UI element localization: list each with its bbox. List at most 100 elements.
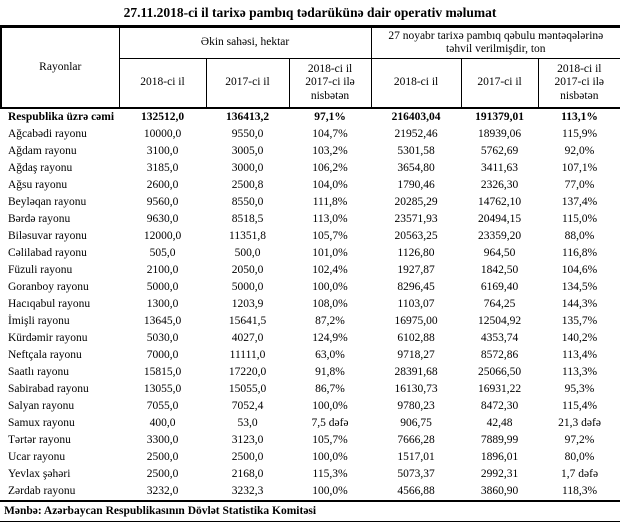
value-cell: 8296,45 xyxy=(397,281,435,293)
value-cell: 3123,0 xyxy=(231,434,264,446)
sub-header-row: 2018-ci il 2017-ci il 2018-ci il 2017-ci… xyxy=(1,58,620,109)
value-cell: 2168,0 xyxy=(231,468,264,480)
value-cell: 87,2% xyxy=(315,315,345,327)
value-cell: 95,3% xyxy=(564,383,595,395)
value-cell: 63,0% xyxy=(315,349,345,361)
value-cell: 2500,8 xyxy=(231,179,264,191)
table-row: Sabirabad rayonu 13055,0 15055,0 86,7% 16130… xyxy=(1,381,620,398)
value-cell: 15055,0 xyxy=(228,383,267,395)
value-cell: 15641,5 xyxy=(228,315,267,327)
value-cell: 118,3% xyxy=(562,485,598,497)
value-cell: 97,2% xyxy=(564,434,595,446)
value-cell: 101,0% xyxy=(312,247,348,259)
value-cell: 140,2% xyxy=(561,332,598,344)
value-cell: 4027,0 xyxy=(231,332,264,344)
sub-header-delivered-2018: 2018-ci il xyxy=(370,58,462,109)
value-cell: 115,3% xyxy=(312,468,348,480)
value-cell: 7,5 dəfə xyxy=(311,417,349,429)
table-row: Saatlı rayonu 15815,0 17220,0 91,8% 28391,68… xyxy=(1,364,620,381)
value-cell: 113,4% xyxy=(562,349,598,361)
district-name-cell: Ucar rayonu xyxy=(8,451,66,463)
value-cell: 25066,50 xyxy=(477,366,522,378)
value-cell: 400,0 xyxy=(149,417,176,429)
district-name-cell: Biləsuvar rayonu xyxy=(8,230,87,242)
table-header: Rayonlar Əkin sahəsi, hektar 27 noyabr t… xyxy=(0,25,620,109)
value-cell: 113,3% xyxy=(562,366,598,378)
value-cell: 86,7% xyxy=(315,383,345,395)
sub-header-delivered-ratio: 2018-ci il 2017-ci ilə nisbətən xyxy=(537,58,620,109)
sub-header-delivered-2017: 2017-ci il xyxy=(460,58,539,109)
value-cell: 115,4% xyxy=(562,400,598,412)
table-row: Biləsuvar rayonu 12000,0 11351,8 105,7% 2056… xyxy=(1,228,620,245)
table-row: Ağcabədi rayonu 10000,0 9550,0 104,7% 21952,… xyxy=(1,126,620,143)
district-name-cell: Neftçala rayonu xyxy=(8,349,82,361)
value-cell: 5030,0 xyxy=(146,332,179,344)
value-cell: 42,48 xyxy=(486,417,513,429)
value-cell: 137,4% xyxy=(561,196,598,208)
value-cell: 23571,93 xyxy=(394,213,438,225)
value-cell: 906,75 xyxy=(400,417,432,429)
district-name-cell: İmişli rayonu xyxy=(8,315,70,327)
value-cell: 6169,40 xyxy=(480,281,519,293)
value-cell: 1103,07 xyxy=(397,298,435,310)
table-row: İmişli rayonu 13645,0 15641,5 87,2% 16975,00… xyxy=(1,313,620,330)
district-name-cell: Hacıqabul rayonu xyxy=(8,298,91,310)
table-row: Kürdəmir rayonu 5030,0 4027,0 124,9% 6102,88… xyxy=(1,330,620,347)
table-row: Hacıqabul rayonu 1300,0 1203,9 108,0% 1103,0… xyxy=(1,296,620,313)
district-name-cell: Ağdaş rayonu xyxy=(8,162,73,174)
value-cell: 9560,0 xyxy=(146,196,179,208)
value-cell: 18939,06 xyxy=(477,128,522,140)
value-cell: 104,6% xyxy=(561,264,598,276)
value-cell: 5000,0 xyxy=(146,281,179,293)
value-cell: 4353,74 xyxy=(480,332,519,344)
value-cell: 14762,10 xyxy=(477,196,522,208)
value-cell: 15815,0 xyxy=(143,366,182,378)
district-name-cell: Ağdam rayonu xyxy=(8,145,77,157)
district-name-cell: Füzuli rayonu xyxy=(8,264,73,276)
table-row: Bərdə rayonu 9630,0 8518,5 113,0% 23571,93 20… xyxy=(1,211,620,228)
value-cell: 116,8% xyxy=(562,247,598,259)
table-row: Yevlax şəhəri 2500,0 2168,0 115,3% 5073,37 29… xyxy=(1,466,620,483)
district-name-cell: Zərdab rayonu xyxy=(8,485,76,497)
value-cell: 1,7 dəfə xyxy=(561,468,599,480)
value-cell: 115,0% xyxy=(562,213,598,225)
value-cell: 132512,0 xyxy=(140,111,185,123)
value-cell: 20285,29 xyxy=(394,196,438,208)
sub-header-sown-2017: 2017-ci il xyxy=(205,58,290,109)
district-name-cell: Tərtər rayonu xyxy=(8,434,71,446)
value-cell: 8518,5 xyxy=(231,213,264,225)
value-cell: 2500,0 xyxy=(231,451,264,463)
value-cell: 113,0% xyxy=(312,213,348,225)
value-cell: 20494,15 xyxy=(477,213,522,225)
value-cell: 97,1% xyxy=(314,111,346,123)
value-cell: 1203,9 xyxy=(231,298,264,310)
table-row: Zərdab rayonu 3232,0 3232,3 100,0% 4566,88 38… xyxy=(1,483,620,500)
value-cell: 3300,0 xyxy=(146,434,179,446)
value-cell: 115,9% xyxy=(562,128,598,140)
district-name-cell: Salyan rayonu xyxy=(8,400,75,412)
value-cell: 12504,92 xyxy=(477,315,522,327)
value-cell: 3100,0 xyxy=(146,145,179,157)
value-cell: 102,4% xyxy=(312,264,348,276)
value-cell: 216403,04 xyxy=(391,111,441,123)
value-cell: 13645,0 xyxy=(143,315,182,327)
value-cell: 7055,0 xyxy=(146,400,179,412)
value-cell: 80,0% xyxy=(564,451,595,463)
value-cell: 3232,0 xyxy=(146,485,179,497)
value-cell: 20563,25 xyxy=(394,230,438,242)
value-cell: 8550,0 xyxy=(231,196,264,208)
value-cell: 104,0% xyxy=(312,179,348,191)
value-cell: 3005,0 xyxy=(231,145,264,157)
value-cell: 113,1% xyxy=(561,111,598,123)
value-cell: 21952,46 xyxy=(394,128,438,140)
value-cell: 124,9% xyxy=(312,332,348,344)
value-cell: 9718,27 xyxy=(397,349,435,361)
district-name-cell: Bərdə rayonu xyxy=(8,213,71,225)
value-cell: 106,2% xyxy=(312,162,348,174)
table-row: Ağdaş rayonu 3185,0 3000,0 106,2% 3654,80 341… xyxy=(1,160,620,177)
value-cell: 12000,0 xyxy=(143,230,182,242)
value-cell: 21,3 dəfə xyxy=(558,417,601,429)
table-row: Respublika üzrə cəmi 132512,0 136413,2 97,1… xyxy=(1,108,620,126)
table-row: Ağdam rayonu 3100,0 3005,0 103,2% 5301,58 576… xyxy=(1,143,620,160)
value-cell: 10000,0 xyxy=(143,128,182,140)
